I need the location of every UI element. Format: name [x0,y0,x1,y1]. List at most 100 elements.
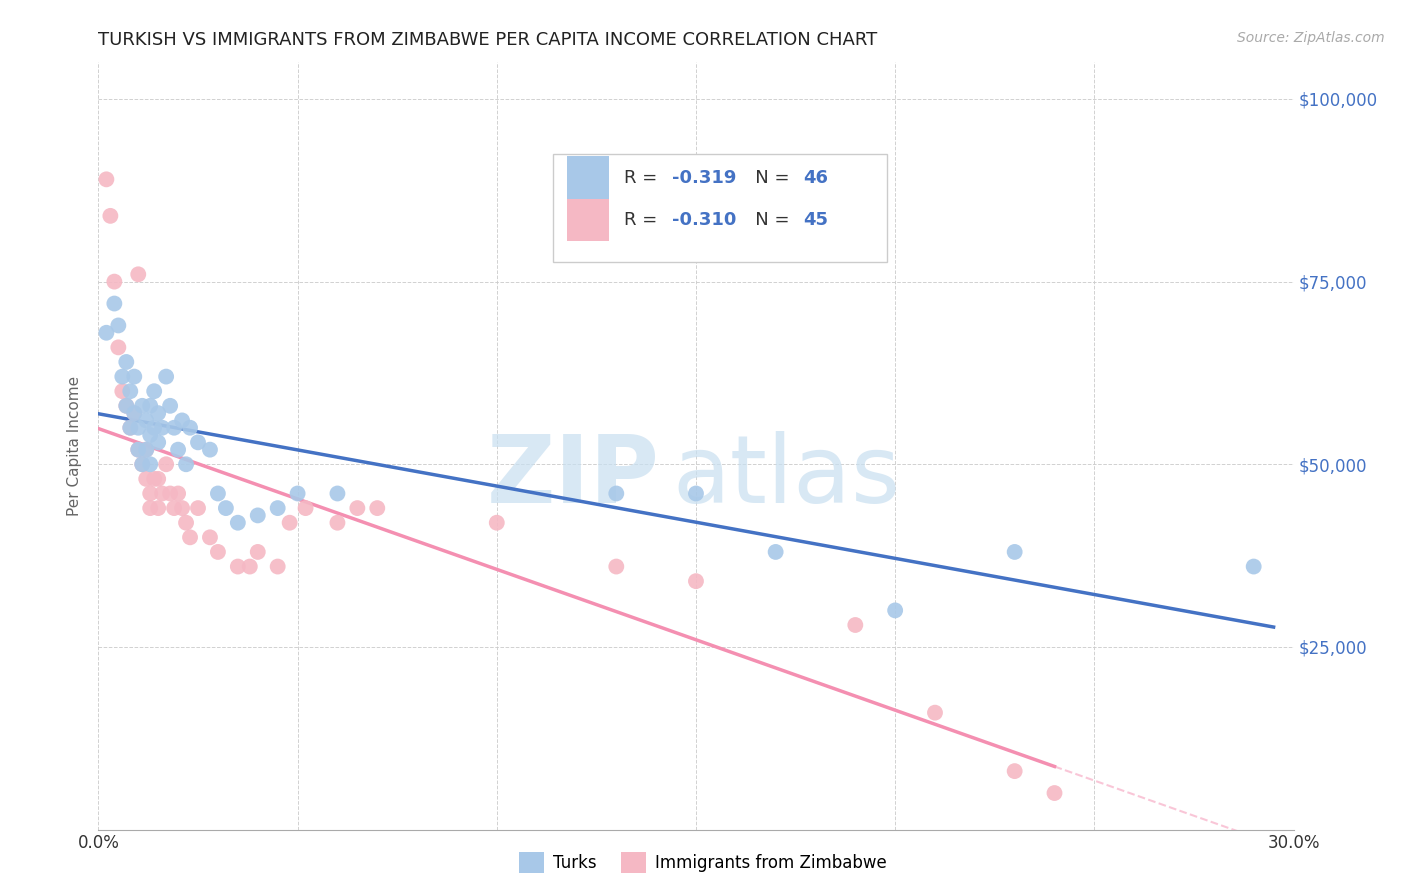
Point [127,442,149,457]
Point [115,399,138,413]
Point [139,501,162,516]
Point [135,442,157,457]
Point [226,516,249,530]
Point [884,603,907,617]
Point [174,457,197,471]
Text: TURKISH VS IMMIGRANTS FROM ZIMBABWE PER CAPITA INCOME CORRELATION CHART: TURKISH VS IMMIGRANTS FROM ZIMBABWE PER … [98,31,877,49]
Text: N =: N = [738,211,794,228]
Point [294,501,316,516]
Point [98,209,122,223]
Point [172,501,194,516]
FancyBboxPatch shape [567,156,609,199]
Point [150,421,173,435]
Point [1243,559,1265,574]
Text: -0.319: -0.319 [672,169,737,186]
Point [605,559,627,574]
Point [167,486,190,500]
Point [111,369,134,384]
Point [1004,545,1026,559]
Point [1004,764,1026,778]
Point [139,399,162,413]
Point [148,435,170,450]
Point [139,457,162,471]
Point [107,318,129,333]
Point [198,530,221,544]
Point [148,472,170,486]
Point [246,508,269,523]
Point [124,406,146,420]
Point [131,457,153,471]
Point [267,559,290,574]
Point [207,545,229,559]
Point [844,618,866,632]
Point [239,559,262,574]
Point [131,399,153,413]
Point [135,413,157,427]
Text: R =: R = [624,169,664,186]
Point [124,369,146,384]
Point [135,442,157,457]
Text: 45: 45 [804,211,828,228]
Point [143,472,166,486]
Point [246,545,269,559]
Legend: Turks, Immigrants from Zimbabwe: Turks, Immigrants from Zimbabwe [513,846,893,880]
Point [198,442,221,457]
FancyBboxPatch shape [553,154,887,262]
Point [179,421,201,435]
Point [287,486,309,500]
Point [1043,786,1066,800]
Point [120,421,142,435]
Point [148,501,170,516]
Point [96,172,118,186]
Point [148,406,170,420]
Point [120,421,142,435]
Point [685,574,707,589]
Point [605,486,627,500]
Text: ZIP: ZIP [488,431,661,523]
Text: R =: R = [624,211,664,228]
FancyBboxPatch shape [567,199,609,241]
Point [685,486,707,500]
Text: N =: N = [738,169,794,186]
Text: -0.310: -0.310 [672,211,737,228]
Point [187,501,209,516]
Point [155,369,177,384]
Text: atlas: atlas [672,431,900,523]
Point [267,501,290,516]
Point [127,442,149,457]
Point [163,501,186,516]
Point [167,442,190,457]
Point [120,384,142,399]
Point [115,355,138,369]
Point [215,501,238,516]
Point [143,421,166,435]
Point [127,421,149,435]
Point [135,472,157,486]
Point [765,545,787,559]
Point [174,516,197,530]
Point [326,516,349,530]
Point [179,530,201,544]
Point [107,340,129,354]
Point [155,457,177,471]
Point [115,399,138,413]
Point [366,501,388,516]
Point [485,516,508,530]
Point [150,486,173,500]
Point [187,435,209,450]
Point [111,384,134,399]
Point [131,457,153,471]
Point [163,421,186,435]
Point [139,486,162,500]
Point [96,326,118,340]
Point [159,486,181,500]
Point [143,384,166,399]
Point [226,559,249,574]
Text: Source: ZipAtlas.com: Source: ZipAtlas.com [1237,31,1385,45]
Point [172,413,194,427]
Text: 46: 46 [804,169,828,186]
Point [924,706,946,720]
Point [159,399,181,413]
Point [103,275,125,289]
Y-axis label: Per Capita Income: Per Capita Income [67,376,83,516]
